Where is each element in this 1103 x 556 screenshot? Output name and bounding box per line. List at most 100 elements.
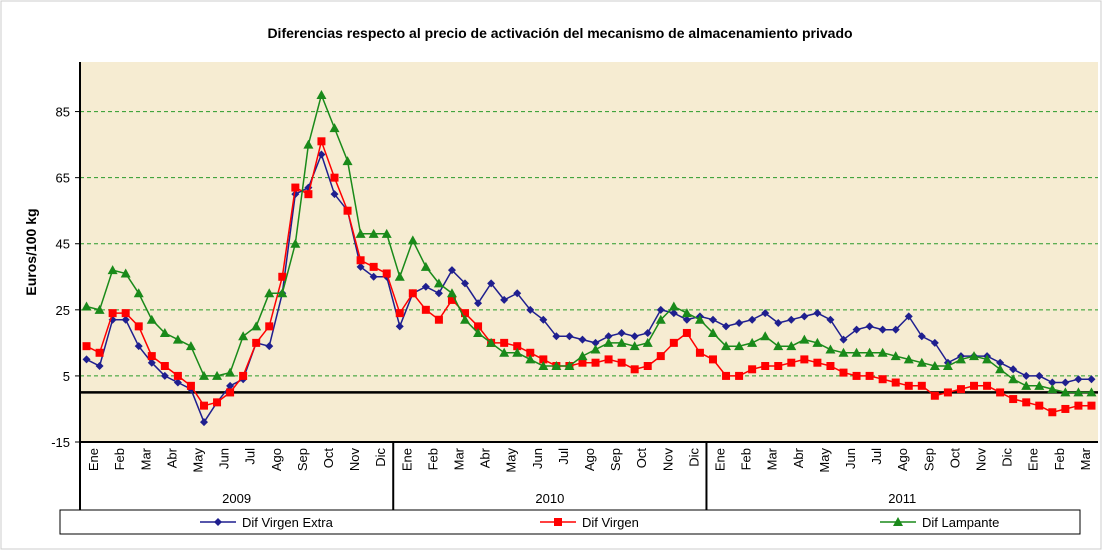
marker [214,518,222,526]
marker [904,381,913,390]
marker [461,309,470,318]
marker [996,388,1005,397]
marker [278,272,287,281]
marker [460,314,471,324]
marker [774,319,783,328]
marker [694,314,705,324]
marker [368,228,379,238]
marker [317,150,326,159]
x-tick-label: Dic [686,448,701,467]
marker [578,358,587,367]
group-label: 2011 [888,491,916,506]
marker [499,347,510,357]
marker [1035,401,1044,410]
marker [173,378,182,387]
x-tick-label: May [190,448,205,473]
marker [787,315,796,324]
x-tick-label: Nov [974,448,989,472]
marker [552,332,561,341]
x-tick-label: Feb [112,448,127,470]
marker [577,351,588,361]
marker [878,375,887,384]
marker [473,327,484,337]
x-tick-label: Ene [399,448,414,471]
marker [173,371,182,380]
y-axis-label: Euros/100 kg [23,208,39,295]
x-tick-label: Abr [478,447,493,468]
marker [330,190,339,199]
marker [995,364,1006,374]
x-tick-label: Feb [425,448,440,470]
x-tick-label: Ago [895,448,910,471]
marker [878,325,887,334]
marker [1034,380,1045,390]
marker [159,327,170,337]
x-tick-label: Sep [295,448,310,471]
marker [761,309,770,318]
legend-label: Dif Lampante [922,515,999,530]
marker [668,301,679,311]
marker [1048,408,1057,417]
marker [603,337,614,347]
marker [185,341,196,351]
marker [1074,375,1083,384]
x-tick-label: Sep [608,448,623,471]
marker [433,278,444,288]
marker [108,309,117,318]
marker [722,371,731,380]
marker [551,361,562,370]
marker [917,381,926,390]
marker [500,295,509,304]
marker [630,365,639,374]
x-tick-label: Mar [1078,447,1093,470]
marker [877,347,888,357]
marker [238,331,249,341]
marker [147,352,156,361]
marker [630,332,639,341]
marker [486,337,497,347]
marker [525,354,536,364]
x-tick-label: Jul [869,448,884,465]
marker [591,338,600,347]
marker [329,123,340,133]
marker [212,370,223,380]
x-tick-label: Feb [1052,448,1067,470]
marker [578,335,587,344]
marker [1009,395,1018,404]
y-tick-label: 45 [56,237,70,252]
marker [265,322,274,331]
marker [655,314,666,324]
x-tick-label: Abr [791,447,806,468]
marker [381,228,392,238]
marker [956,385,965,394]
marker [434,315,443,324]
marker [891,325,900,334]
marker [239,371,248,380]
marker [708,355,717,364]
y-tick-label: 5 [63,369,70,384]
marker [146,314,157,324]
x-tick-label: Ene [1026,448,1041,471]
marker [747,337,758,347]
marker [539,315,548,324]
marker [735,371,744,380]
marker [865,371,874,380]
marker [265,342,274,351]
marker [942,361,953,370]
marker [1022,371,1031,380]
x-tick-label: Jun [843,448,858,469]
marker [851,347,862,357]
marker [513,342,522,351]
x-tick-label: Mar [138,447,153,470]
marker [81,301,92,311]
x-tick-label: May [504,448,519,473]
marker [734,341,745,351]
marker [604,332,613,341]
marker [186,381,195,390]
marker [617,358,626,367]
x-tick-label: Oct [321,448,336,469]
group-label: 2010 [535,491,564,506]
marker [812,337,823,347]
plot-area [80,62,1098,442]
marker [213,398,222,407]
